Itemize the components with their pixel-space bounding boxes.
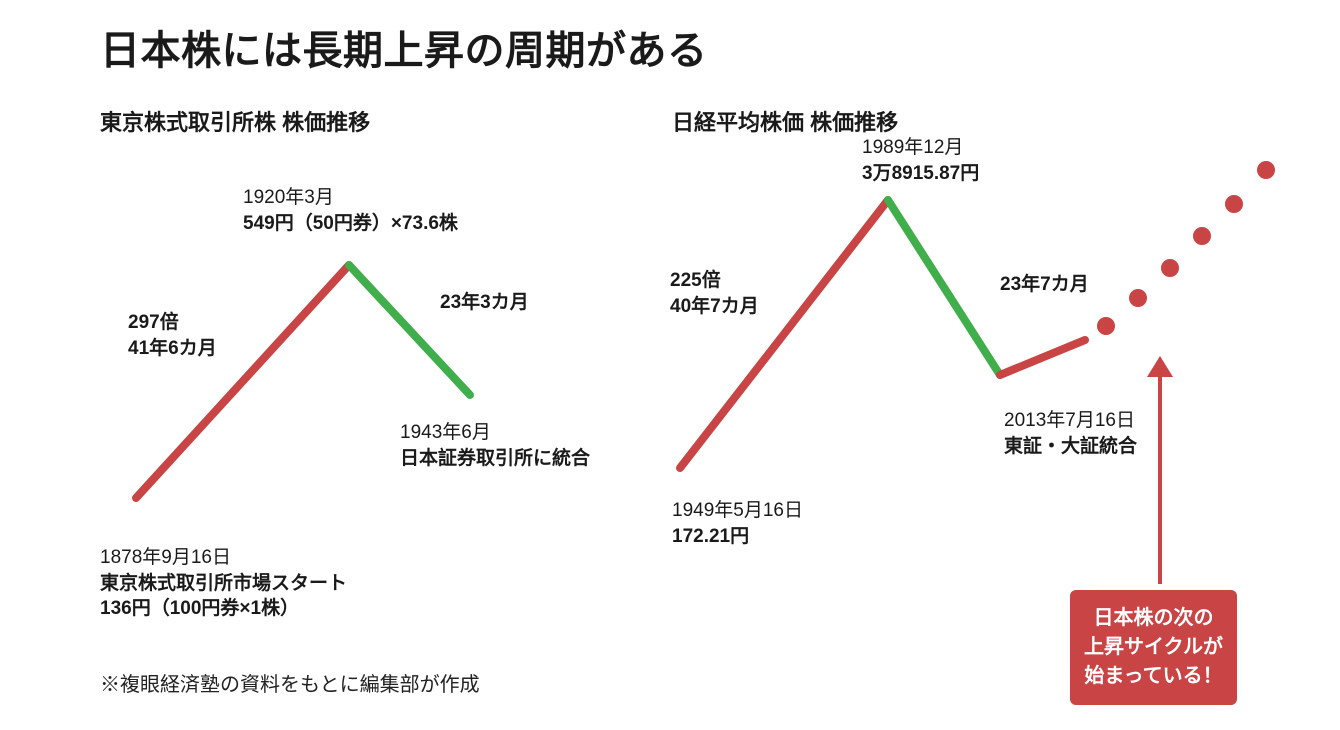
right-down-line <box>888 200 1000 375</box>
left-rise-dur: 41年6カ月 <box>128 338 217 359</box>
right-fall-label: 23年7カ月 <box>1000 272 1089 298</box>
left-fall-label: 23年3カ月 <box>440 290 529 316</box>
callout-line1: 日本株の次の <box>1094 607 1214 629</box>
left-peak-price: 549円（50円券）×73.6株 <box>243 213 458 234</box>
right-end-date: 2013年7月16日 <box>1004 410 1135 431</box>
right-start-price: 172.21円 <box>672 526 749 547</box>
left-down-line <box>349 265 470 395</box>
left-rise-label: 297倍 41年6カ月 <box>128 310 217 361</box>
right-rise-mult: 225倍 <box>670 270 721 291</box>
left-peak-label: 1920年3月 549円（50円券）×73.6株 <box>243 185 458 236</box>
right-peak-label: 1989年12月 3万8915.87円 <box>862 135 979 186</box>
right-end-event: 東証・大証統合 <box>1004 436 1137 457</box>
right-start-date: 1949年5月16日 <box>672 500 803 521</box>
callout-line2: 上昇サイクルが <box>1084 636 1223 658</box>
left-end-label: 1943年6月 日本証券取引所に統合 <box>400 420 590 471</box>
right-peak-date: 1989年12月 <box>862 137 963 158</box>
callout-box: 日本株の次の 上昇サイクルが 始まっている！ <box>1070 590 1237 705</box>
projection-dot <box>1225 195 1243 213</box>
left-end-date: 1943年6月 <box>400 422 491 443</box>
callout-arrow-head <box>1147 356 1173 377</box>
right-start-label: 1949年5月16日 172.21円 <box>672 498 803 549</box>
right-fall-dur: 23年7カ月 <box>1000 274 1089 295</box>
left-start-date: 1878年9月16日 <box>100 547 231 568</box>
page-title: 日本株には長期上昇の周期がある <box>100 18 708 76</box>
projection-dot <box>1129 289 1147 307</box>
left-subtitle: 東京株式取引所株 株価推移 <box>100 105 370 137</box>
right-up2-line <box>1000 340 1085 375</box>
right-end-label: 2013年7月16日 東証・大証統合 <box>1004 408 1137 459</box>
projection-dot <box>1161 259 1179 277</box>
footnote: ※複眼経済塾の資料をもとに編集部が作成 <box>100 668 480 697</box>
left-up-line <box>136 265 349 498</box>
right-up-line <box>680 200 888 468</box>
left-end-event: 日本証券取引所に統合 <box>400 448 590 469</box>
left-fall-dur: 23年3カ月 <box>440 292 529 313</box>
right-rise-label: 225倍 40年7カ月 <box>670 268 759 319</box>
right-peak-price: 3万8915.87円 <box>862 163 979 184</box>
projection-dot <box>1193 227 1211 245</box>
projection-dot <box>1097 317 1115 335</box>
left-peak-date: 1920年3月 <box>243 187 334 208</box>
right-subtitle: 日経平均株価 株価推移 <box>672 105 898 137</box>
right-rise-dur: 40年7カ月 <box>670 296 759 317</box>
left-start-label: 1878年9月16日 東京株式取引所市場スタート 136円（100円券×1株） <box>100 545 347 622</box>
callout-line3: 始まっている！ <box>1084 665 1222 687</box>
left-rise-mult: 297倍 <box>128 312 179 333</box>
left-start-event: 東京株式取引所市場スタート <box>100 573 347 594</box>
projection-dot <box>1257 161 1275 179</box>
left-start-price: 136円（100円券×1株） <box>100 598 299 619</box>
